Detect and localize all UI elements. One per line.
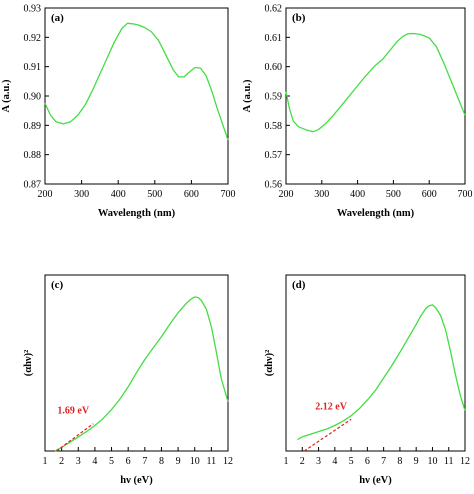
y-tick-label: 0.61 [265,33,283,44]
y-tick-label: 0.87 [24,180,42,191]
x-tick-label: 5 [349,456,354,467]
y-axis-title: A (a.u.) [242,79,253,112]
x-tick-label: 11 [207,456,217,467]
x-tick-label: 200 [38,189,53,200]
x-tick-label: 6 [365,456,370,467]
plot-frame [285,7,466,185]
y-tick-label: 0.56 [265,180,283,191]
plot-frame [44,274,229,452]
panel-3: 1 2 3 4 5 6 7 8 9 10 11 12(d)hν (eV)(αhν)²2.12 eV [264,274,470,486]
series-line [54,296,229,452]
x-tick-label: 8 [397,456,402,467]
tauc-fit-line [56,423,94,452]
x-tick-label: 12 [460,456,470,467]
y-tick-label: 0.58 [265,121,283,132]
panel-1: 200 300 400 500 600 700 0.56 0.57 0.58 0.59 0.60 0.… [242,4,473,220]
x-axis-title: Wavelength (nm) [98,208,176,219]
x-tick-label: 6 [126,456,131,467]
x-axis-title: hν (eV) [359,475,392,486]
panel-label: (b) [292,12,306,24]
panel-label: (c) [51,279,64,291]
y-tick-label: 0.91 [24,62,42,73]
x-tick-label: 2 [59,456,64,467]
y-axis-title: (αhν)² [264,350,275,377]
x-tick-label: 200 [279,189,294,200]
x-tick-label: 5 [109,456,114,467]
panel-label: (a) [51,12,64,24]
y-tick-label: 0.92 [24,33,42,44]
x-tick-label: 500 [386,189,401,200]
x-tick-label: 2 [300,456,305,467]
x-tick-label: 9 [414,456,419,467]
x-tick-label: 300 [314,189,329,200]
x-tick-label: 4 [332,456,337,467]
x-tick-label: 1 [284,456,289,467]
x-tick-label: 11 [444,456,454,467]
x-tick-label: 400 [111,189,126,200]
panel-0: 200 300 400 500 600 700 0.87 0.88 0.89 0.90 0.91 0.… [1,4,236,220]
x-tick-label: 600 [422,189,437,200]
band-gap-annotation: 2.12 eV [315,401,347,412]
x-tick-label: 10 [190,456,200,467]
series-line [285,32,466,133]
y-tick-label: 0.60 [265,62,283,73]
y-tick-label: 0.62 [265,4,283,15]
x-axis-title: Wavelength (nm) [337,208,415,219]
y-axis-title: (αhν)² [23,350,34,377]
x-tick-label: 700 [221,189,236,200]
panel-label: (d) [292,279,306,291]
y-axis-title: A (a.u.) [1,79,12,112]
y-tick-label: 0.89 [24,121,42,132]
series-line [44,22,229,141]
y-tick-label: 0.59 [265,92,283,103]
tauc-fit-line [303,418,352,452]
y-tick-label: 0.90 [24,92,42,103]
x-tick-label: 4 [92,456,97,467]
x-tick-label: 1 [43,456,48,467]
plot-frame [285,274,466,452]
x-tick-label: 12 [223,456,233,467]
x-tick-label: 600 [184,189,199,200]
y-tick-label: 0.88 [24,150,42,161]
x-tick-label: 7 [381,456,386,467]
x-tick-label: 8 [159,456,164,467]
y-tick-label: 0.93 [24,4,42,15]
y-tick-label: 0.57 [265,150,283,161]
x-tick-label: 300 [74,189,89,200]
panel-2: 1 2 3 4 5 6 7 8 9 10 11 12(c)hν (eV)(αhν)²1.69 eV [23,274,233,486]
x-tick-label: 7 [142,456,147,467]
band-gap-annotation: 1.69 eV [57,406,89,417]
x-tick-label: 500 [147,189,162,200]
plot-frame [44,7,229,185]
x-axis-title: hν (eV) [120,475,153,486]
x-tick-label: 9 [176,456,181,467]
x-tick-label: 10 [427,456,437,467]
x-tick-label: 3 [316,456,321,467]
x-tick-label: 3 [76,456,81,467]
series-line [297,304,466,441]
x-tick-label: 700 [458,189,473,200]
x-tick-label: 400 [350,189,365,200]
